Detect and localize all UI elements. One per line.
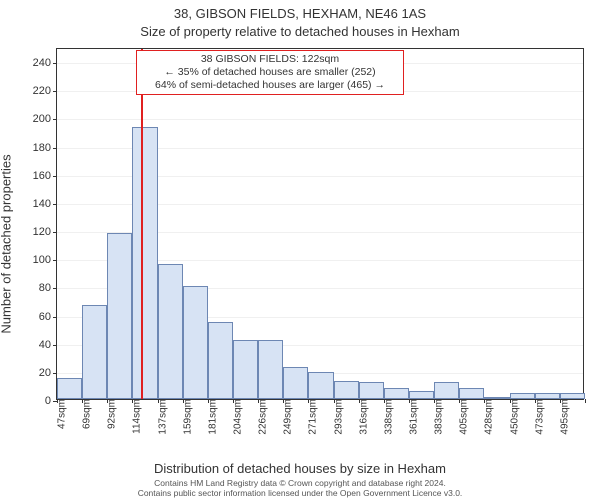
xtick-label: 428sqm — [482, 399, 495, 435]
ytick-label: 20 — [39, 367, 57, 379]
xtick-label: 249sqm — [281, 399, 294, 435]
xtick-label: 338sqm — [381, 399, 394, 435]
histogram-bar — [459, 388, 484, 399]
annot-line-3: 64% of semi-detached houses are larger (… — [141, 79, 399, 92]
property-annotation: 38 GIBSON FIELDS: 122sqm ← 35% of detach… — [136, 50, 404, 95]
xtick-label: 271sqm — [306, 399, 319, 435]
gridline — [57, 119, 583, 120]
xtick-label: 495sqm — [557, 399, 570, 435]
ytick-label: 160 — [33, 170, 57, 182]
histogram-bar — [384, 388, 409, 399]
xtick-label: 361sqm — [407, 399, 420, 435]
credit-line-2: Contains public sector information licen… — [0, 489, 600, 498]
ytick-label: 40 — [39, 339, 57, 351]
ytick-label: 220 — [33, 85, 57, 97]
ytick-label: 120 — [33, 226, 57, 238]
histogram-bar — [57, 378, 82, 399]
histogram-bar — [359, 382, 384, 399]
histogram-bar — [132, 127, 157, 399]
ytick-label: 140 — [33, 198, 57, 210]
credits: Contains HM Land Registry data © Crown c… — [0, 479, 600, 498]
histogram-bar — [107, 233, 132, 399]
ytick-label: 240 — [33, 57, 57, 69]
ytick-label: 80 — [39, 282, 57, 294]
xtick-label: 159sqm — [180, 399, 193, 435]
xtick-label: 226sqm — [256, 399, 269, 435]
address-line: 38, GIBSON FIELDS, HEXHAM, NE46 1AS — [0, 6, 600, 21]
xtick-label: 47sqm — [55, 399, 68, 429]
histogram-bar — [233, 340, 258, 399]
property-marker-line — [141, 49, 143, 399]
ytick-label: 60 — [39, 311, 57, 323]
xtick-label: 316sqm — [356, 399, 369, 435]
xtick-label: 114sqm — [130, 399, 143, 434]
xtick-label: 405sqm — [457, 399, 470, 435]
xtick-mark — [585, 399, 586, 403]
xtick-label: 204sqm — [231, 399, 244, 435]
xtick-label: 137sqm — [155, 399, 168, 435]
xtick-label: 181sqm — [205, 399, 218, 435]
histogram-plot: 02040608010012014016018020022024047sqm69… — [56, 48, 584, 400]
xtick-label: 293sqm — [331, 399, 344, 435]
annot-line-2: ← 35% of detached houses are smaller (25… — [141, 66, 399, 79]
xtick-label: 92sqm — [105, 399, 118, 429]
ytick-label: 180 — [33, 142, 57, 154]
xtick-label: 450sqm — [507, 399, 520, 435]
histogram-bar — [158, 264, 183, 399]
x-axis-label: Distribution of detached houses by size … — [0, 461, 600, 476]
figure-root: 38, GIBSON FIELDS, HEXHAM, NE46 1AS Size… — [0, 0, 600, 500]
histogram-bar — [409, 391, 434, 399]
subtitle: Size of property relative to detached ho… — [0, 24, 600, 39]
xtick-label: 69sqm — [80, 399, 93, 429]
y-axis-label: Number of detached properties — [0, 154, 14, 333]
histogram-bar — [258, 340, 283, 399]
histogram-bar — [183, 286, 208, 399]
ytick-label: 100 — [33, 254, 57, 266]
xtick-label: 473sqm — [532, 399, 545, 435]
histogram-bar — [208, 322, 233, 399]
histogram-bar — [308, 372, 333, 399]
ytick-label: 200 — [33, 113, 57, 125]
annot-line-1: 38 GIBSON FIELDS: 122sqm — [141, 53, 399, 66]
histogram-bar — [283, 367, 308, 399]
histogram-bar — [434, 382, 459, 399]
histogram-bar — [334, 381, 359, 399]
histogram-bar — [82, 305, 107, 399]
xtick-label: 383sqm — [432, 399, 445, 435]
